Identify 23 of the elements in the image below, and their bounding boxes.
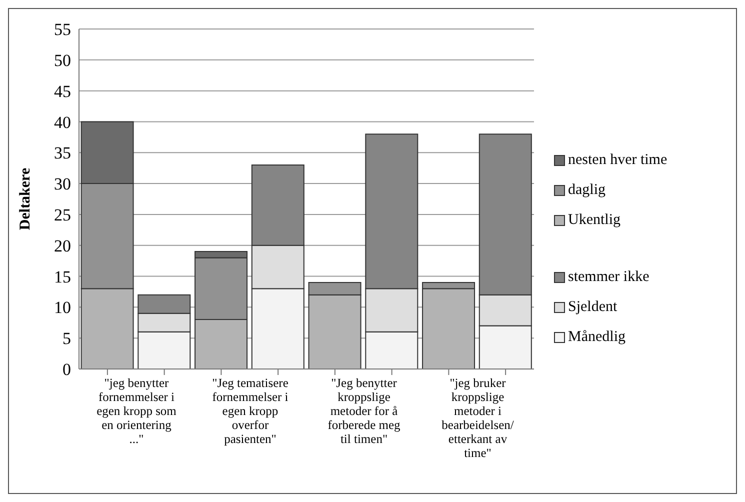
legend-label: Månedlig (568, 329, 626, 346)
y-tick-label: 50 (54, 50, 71, 70)
legend-label: daglig (568, 182, 606, 199)
legend-label: Ukentlig (568, 212, 620, 229)
legend-label: stemmer ikke (568, 269, 650, 286)
legend-label: nesten hver time (568, 152, 668, 169)
y-tick-label: 10 (54, 298, 71, 318)
legend-label: Sjeldent (568, 299, 618, 316)
x-tick-label: "jeg benytter fornemmelser i egen kropp som en orientering ..." (96, 376, 177, 446)
y-tick-label: 25 (54, 205, 71, 224)
y-tick-label: 40 (54, 112, 71, 132)
y-tick-label: 5 (62, 329, 71, 348)
y-tick-label: 15 (54, 267, 71, 286)
x-tick-label: "Jeg benytter kroppslige metoder for å forberede meg til timen" (328, 376, 402, 446)
y-axis-title: Deltakere (17, 168, 34, 230)
x-tick-label: "jeg bruker kroppslige metoder i bearbeidelsen/ etterkant av time" (442, 376, 514, 460)
x-tick-label: "Jeg tematisere fornemmelser i egen kropp overfor pasienten" (212, 376, 289, 446)
y-tick-label: 45 (54, 82, 71, 101)
y-tick-label: 35 (54, 144, 71, 163)
y-tick-label: 30 (54, 174, 71, 194)
y-tick-label: 55 (54, 20, 71, 40)
y-tick-label: 0 (62, 360, 71, 380)
y-tick-label: 20 (54, 236, 71, 256)
